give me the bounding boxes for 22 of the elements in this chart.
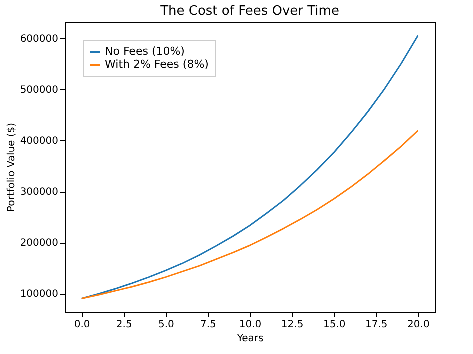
x-tick-label: 10.0	[239, 320, 262, 330]
x-tick-label: 2.5	[116, 320, 132, 330]
x-tick-label: 0.0	[74, 320, 90, 330]
x-axis-title: Years	[236, 334, 264, 344]
y-tick-label: 600000	[20, 34, 58, 45]
y-tick-label: 500000	[20, 84, 58, 96]
legend-label: With 2% Fees (8%)	[105, 58, 209, 71]
y-axis-title: Portfolio Value ($)	[6, 122, 18, 212]
y-tick-label: 300000	[20, 187, 58, 198]
x-tick-label: 7.5	[200, 320, 216, 330]
line-series	[81, 130, 419, 300]
y-tick-label: 100000	[20, 289, 58, 300]
x-tick-label: 12.5	[281, 320, 304, 330]
x-tick-label: 15.0	[323, 320, 346, 330]
x-tick-label: 20.0	[408, 320, 430, 330]
line-series	[81, 35, 419, 300]
y-tick-label: 400000	[20, 136, 58, 147]
x-tick-label: 5.0	[158, 320, 174, 330]
chart-title: The Cost of Fees Over Time	[160, 4, 340, 19]
y-tick-label: 200000	[20, 238, 58, 250]
x-tick-label: 17.5	[366, 320, 388, 330]
legend-label: No Fees (10%)	[105, 45, 185, 58]
